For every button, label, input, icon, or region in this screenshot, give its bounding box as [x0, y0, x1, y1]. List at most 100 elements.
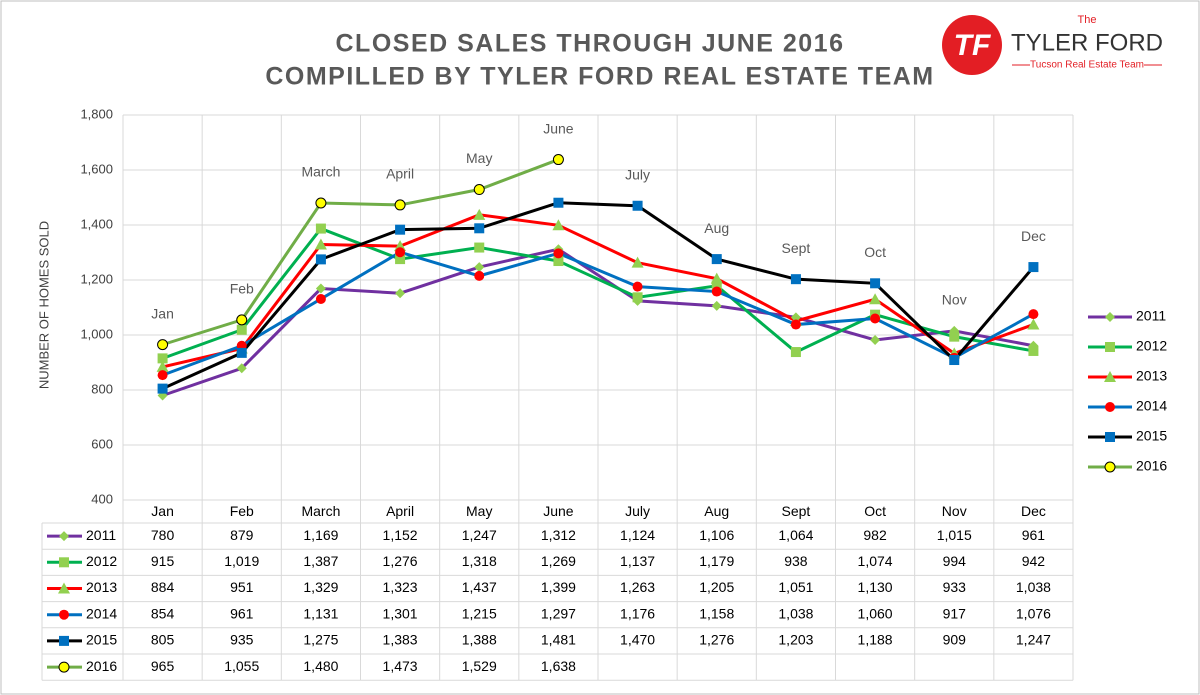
- table-cell: 1,188: [858, 632, 893, 648]
- table-cell: 1,076: [1016, 605, 1051, 621]
- marker: [315, 223, 326, 234]
- series-line: [161, 201, 1035, 390]
- table-cell: 965: [151, 658, 175, 674]
- chart-title: CLOSED SALES THROUGH JUNE 2016: [336, 30, 845, 58]
- marker: [315, 197, 327, 209]
- table-cell: 909: [943, 632, 967, 648]
- table-cell: 933: [943, 579, 967, 595]
- table-cell: 935: [230, 632, 254, 648]
- category-annotation: Sept: [782, 240, 811, 256]
- table-row-label: 2015: [86, 632, 117, 648]
- table-cell: 854: [151, 605, 175, 621]
- marker: [1028, 309, 1039, 320]
- table-cell: 1,323: [383, 579, 418, 595]
- x-tick-label: July: [625, 503, 650, 519]
- y-axis-label: NUMBER OF HOMES SOLD: [36, 221, 51, 389]
- table-cell: 1,106: [699, 527, 734, 543]
- legend-label: 2014: [1136, 398, 1167, 414]
- marker: [315, 283, 326, 294]
- marker: [553, 197, 564, 208]
- table-cell: 961: [230, 605, 254, 621]
- y-tick-label: 400: [91, 491, 113, 506]
- table-cell: 951: [230, 579, 254, 595]
- category-annotation: May: [466, 150, 492, 166]
- table-cell: 1,388: [462, 632, 497, 648]
- category-annotation: Jan: [151, 305, 174, 321]
- marker: [395, 224, 406, 235]
- table-cell: 1,131: [303, 605, 338, 621]
- y-tick-label: 1,000: [80, 326, 113, 341]
- marker: [711, 300, 722, 311]
- y-tick-label: 1,600: [80, 161, 113, 176]
- table-row-label: 2011: [86, 527, 116, 543]
- y-tick-label: 1,200: [80, 271, 113, 286]
- marker: [1105, 312, 1115, 322]
- marker: [1104, 371, 1116, 382]
- marker: [790, 319, 801, 330]
- marker: [236, 324, 247, 335]
- marker: [870, 278, 881, 289]
- logo-text: The: [1078, 14, 1097, 26]
- table-cell: 1,529: [462, 658, 497, 674]
- marker: [156, 360, 169, 372]
- table-cell: 938: [784, 553, 808, 569]
- x-tick-label: Oct: [864, 503, 886, 519]
- marker: [315, 293, 326, 304]
- table-cell: 884: [151, 579, 175, 595]
- table-cell: 1,470: [620, 632, 655, 648]
- table-cell: 1,038: [778, 605, 813, 621]
- category-annotation: July: [625, 166, 650, 182]
- category-annotation: Nov: [942, 292, 967, 308]
- table-cell: 1,169: [303, 527, 338, 543]
- marker: [552, 219, 565, 231]
- logo-tagline: Tucson Real Estate Team: [1030, 60, 1144, 71]
- marker: [236, 347, 247, 358]
- legend-label: 2016: [1136, 458, 1167, 474]
- table-cell: 917: [943, 605, 967, 621]
- table-cell: 780: [151, 527, 175, 543]
- marker: [631, 256, 644, 268]
- table-cell: 1,437: [462, 579, 497, 595]
- table-cell: 1,137: [620, 553, 655, 569]
- logo: TF The TYLER FORD Tucson Real Estate Tea…: [942, 14, 1163, 75]
- marker: [553, 256, 564, 267]
- marker: [1028, 345, 1039, 356]
- x-tick-label: Dec: [1021, 503, 1046, 519]
- marker: [1105, 432, 1115, 442]
- table-cell: 1,276: [699, 632, 734, 648]
- marker: [473, 184, 485, 196]
- chart-title: COMPILLED BY TYLER FORD REAL ESTATE TEAM: [265, 63, 934, 91]
- category-annotation: Dec: [1021, 228, 1046, 244]
- table-cell: 1,074: [858, 553, 893, 569]
- marker: [632, 281, 643, 292]
- marker: [395, 288, 406, 299]
- table-cell: 1,301: [383, 605, 418, 621]
- marker: [553, 248, 564, 259]
- category-annotation: Oct: [864, 244, 886, 260]
- category-annotation: April: [386, 166, 414, 182]
- table-cell: 1,297: [541, 605, 576, 621]
- table-cell: 1,481: [541, 632, 576, 648]
- marker: [473, 208, 486, 220]
- marker: [59, 609, 69, 620]
- x-tick-label: Jan: [151, 503, 174, 519]
- logo-badge: [942, 15, 1002, 75]
- table-cell: 1,203: [778, 632, 813, 648]
- y-tick-label: 1,400: [80, 216, 113, 231]
- category-annotation: Aug: [704, 220, 729, 236]
- marker: [157, 370, 168, 381]
- table-row-label: 2012: [86, 553, 117, 569]
- marker: [711, 286, 722, 297]
- marker: [157, 383, 168, 394]
- table-cell: 1,247: [462, 527, 497, 543]
- x-tick-label: June: [543, 503, 574, 519]
- table-cell: 961: [1022, 527, 1046, 543]
- table-cell: 1,179: [699, 553, 734, 569]
- x-tick-label: April: [386, 503, 414, 519]
- marker: [1104, 461, 1116, 473]
- x-tick-label: Feb: [230, 503, 254, 519]
- table-cell: 1,158: [699, 605, 734, 621]
- table-cell: 982: [863, 527, 887, 543]
- x-tick-label: Sept: [782, 503, 811, 519]
- table-cell: 1,176: [620, 605, 655, 621]
